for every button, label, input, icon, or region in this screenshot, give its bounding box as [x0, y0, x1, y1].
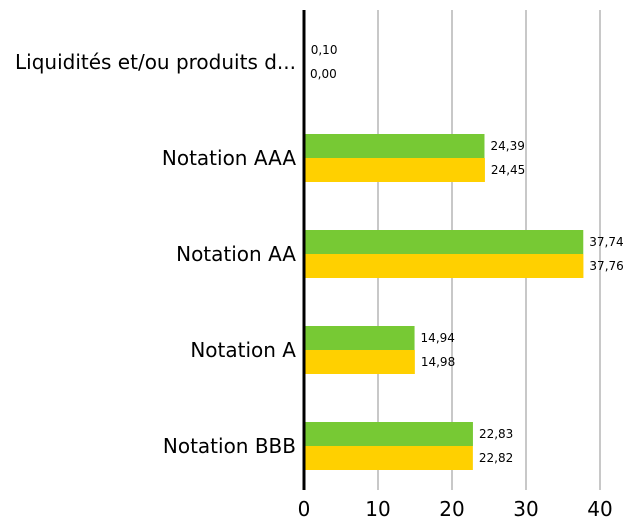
x-tick-label: 10	[365, 497, 390, 518]
data-label: 37,74	[589, 235, 623, 249]
bar-series2-2	[305, 254, 584, 278]
bar-series1-3	[305, 326, 415, 350]
bar-series1-4	[305, 422, 473, 446]
data-label: 0,00	[310, 67, 337, 81]
data-label: 22,82	[479, 451, 513, 465]
data-label: 37,76	[589, 259, 623, 273]
x-tick-label: 0	[298, 497, 311, 518]
data-label: 24,45	[491, 163, 525, 177]
bar-series2-3	[305, 350, 415, 374]
category-label: Notation BBB	[163, 434, 296, 458]
data-label: 22,83	[479, 427, 513, 441]
bars	[305, 134, 584, 470]
bar-series1-2	[305, 230, 584, 254]
data-label: 14,94	[421, 331, 455, 345]
category-label: Notation AAA	[162, 146, 296, 170]
x-tick-label: 40	[587, 497, 612, 518]
x-tick-label: 30	[513, 497, 538, 518]
bar-series1-1	[305, 134, 485, 158]
labels: 0 10 20 30 40 Liquidités et/ou produits d... N…	[15, 43, 624, 518]
bar-series2-1	[305, 158, 485, 182]
bar-series2-4	[305, 446, 473, 470]
category-label: Notation A	[190, 338, 296, 362]
data-label: 14,98	[421, 355, 455, 369]
data-label: 24,39	[490, 139, 524, 153]
data-label: 0,10	[311, 43, 338, 57]
category-label: Liquidités et/ou produits d...	[15, 50, 296, 74]
category-label: Notation AA	[176, 242, 296, 266]
x-tick-label: 20	[439, 497, 464, 518]
